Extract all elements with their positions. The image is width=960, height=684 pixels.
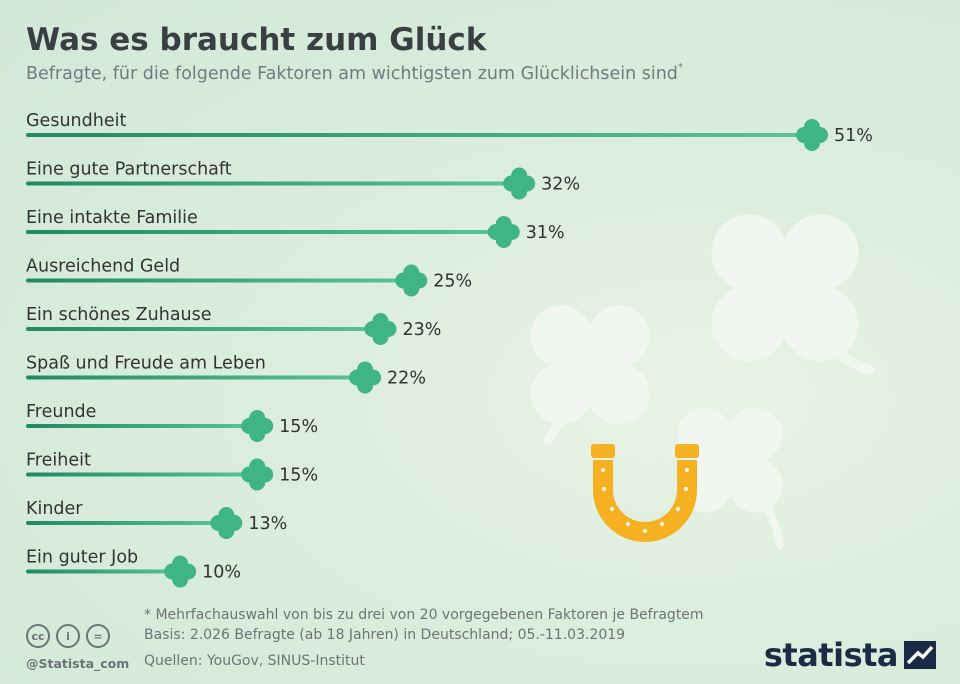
category-label: Ausreichend Geld — [26, 257, 180, 277]
bar — [26, 181, 520, 186]
value-label: 23% — [402, 320, 441, 340]
bar — [26, 472, 258, 477]
value-label: 32% — [541, 175, 580, 195]
category-label: Eine intakte Familie — [26, 208, 198, 228]
brand-name: statista — [763, 636, 899, 674]
no-derivatives-icon: = — [86, 624, 110, 648]
clover-marker-icon — [349, 361, 382, 394]
value-label: 25% — [433, 272, 472, 292]
category-label: Gesundheit — [26, 111, 126, 131]
statista-logo-icon — [904, 641, 936, 669]
value-label: 15% — [279, 466, 318, 486]
clover-marker-icon — [796, 119, 828, 151]
sources-note: Quellen: YouGov, SINUS-Institut — [144, 653, 365, 669]
category-label: Ein guter Job — [26, 548, 138, 568]
category-label: Spaß und Freude am Leben — [26, 354, 266, 374]
category-label: Eine gute Partnerschaft — [26, 160, 232, 180]
cc-icon: cc — [26, 624, 50, 648]
clover-marker-icon — [241, 458, 274, 491]
value-label: 22% — [387, 369, 426, 389]
bar — [26, 278, 412, 283]
clover-marker-icon — [241, 410, 274, 442]
horseshoe-icon — [591, 444, 699, 542]
clover-marker-icon — [164, 555, 197, 588]
value-label: 15% — [279, 417, 318, 437]
clover-marker-icon — [503, 167, 536, 200]
chart-title: Was es braucht zum Glück — [26, 22, 487, 58]
category-label: Freiheit — [26, 451, 91, 471]
clover-marker-icon — [395, 264, 428, 297]
footnote: * Mehrfachauswahl von bis zu drei von 20… — [144, 607, 704, 623]
bar — [26, 230, 504, 234]
basis-note: Basis: 2.026 Befragte (ab 18 Jahren) in … — [144, 627, 626, 643]
bar — [26, 375, 366, 380]
clover-marker-icon — [210, 507, 243, 539]
footnote-mark: * — [677, 62, 683, 73]
statista-logo: statista — [764, 636, 936, 674]
bar — [26, 133, 812, 137]
category-label: Kinder — [26, 499, 83, 519]
social-handle: @Statista_com — [26, 656, 130, 671]
bar — [26, 569, 181, 574]
category-label: Freunde — [26, 402, 96, 422]
attribution-icon: i — [56, 624, 80, 648]
value-label: 10% — [202, 563, 241, 583]
bar — [26, 521, 227, 525]
bar — [26, 327, 381, 331]
license-icons: cc i = — [26, 624, 110, 648]
value-label: 13% — [248, 514, 287, 534]
chart-subtitle: Befragte, für die folgende Faktoren am w… — [26, 62, 683, 84]
category-label: Ein schönes Zuhause — [26, 305, 212, 325]
clover-marker-icon — [487, 216, 520, 248]
background-clovers-icon — [530, 214, 875, 549]
value-label: 31% — [526, 223, 565, 243]
clover-marker-icon — [364, 313, 397, 345]
bar-chart: Gesundheit 51% Eine gute Partnerschaft 32% E… — [26, 111, 875, 588]
bar — [26, 424, 258, 428]
value-label: 51% — [834, 126, 873, 146]
